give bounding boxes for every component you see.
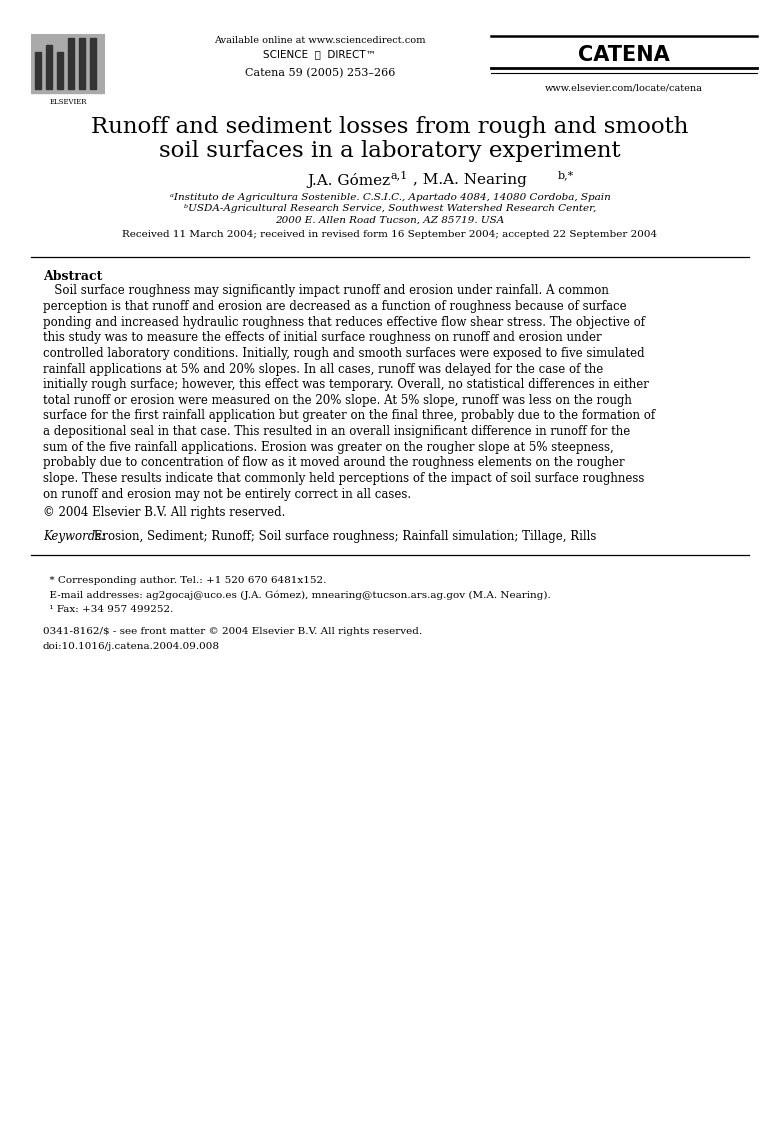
Text: initially rough surface; however, this effect was temporary. Overall, no statist: initially rough surface; however, this e… xyxy=(43,378,649,391)
Bar xyxy=(80,37,85,90)
Text: J.A. Gómez: J.A. Gómez xyxy=(307,173,390,188)
Text: ponding and increased hydraulic roughness that reduces effective flow shear stre: ponding and increased hydraulic roughnes… xyxy=(43,316,645,329)
Text: Catena 59 (2005) 253–266: Catena 59 (2005) 253–266 xyxy=(245,68,395,78)
Text: 2000 E. Allen Road Tucson, AZ 85719. USA: 2000 E. Allen Road Tucson, AZ 85719. USA xyxy=(275,215,505,224)
Text: SCIENCE  ⓓ  DIRECT™: SCIENCE ⓓ DIRECT™ xyxy=(264,49,376,59)
Text: Keywords:: Keywords: xyxy=(43,530,105,544)
Text: rainfall applications at 5% and 20% slopes. In all cases, runoff was delayed for: rainfall applications at 5% and 20% slop… xyxy=(43,363,603,375)
Text: this study was to measure the effects of initial surface roughness on runoff and: this study was to measure the effects of… xyxy=(43,331,601,344)
Bar xyxy=(90,37,97,90)
Text: slope. These results indicate that commonly held perceptions of the impact of so: slope. These results indicate that commo… xyxy=(43,472,644,485)
Text: * Corresponding author. Tel.: +1 520 670 6481x152.: * Corresponding author. Tel.: +1 520 670… xyxy=(43,576,326,585)
Text: a depositional seal in that case. This resulted in an overall insignificant diff: a depositional seal in that case. This r… xyxy=(43,425,630,438)
Text: © 2004 Elsevier B.V. All rights reserved.: © 2004 Elsevier B.V. All rights reserved… xyxy=(43,505,285,519)
Text: Available online at www.sciencedirect.com: Available online at www.sciencedirect.co… xyxy=(214,36,426,45)
Text: Soil surface roughness may significantly impact runoff and erosion under rainfal: Soil surface roughness may significantly… xyxy=(43,284,608,297)
Text: a,1: a,1 xyxy=(391,170,408,180)
Text: total runoff or erosion were measured on the 20% slope. At 5% slope, runoff was : total runoff or erosion were measured on… xyxy=(43,394,632,407)
Text: , M.A. Nearing: , M.A. Nearing xyxy=(413,173,527,187)
Text: on runoff and erosion may not be entirely correct in all cases.: on runoff and erosion may not be entirel… xyxy=(43,487,411,501)
Text: soil surfaces in a laboratory experiment: soil surfaces in a laboratory experiment xyxy=(159,140,621,162)
Text: perception is that runoff and erosion are decreased as a function of roughness b: perception is that runoff and erosion ar… xyxy=(43,300,626,313)
Text: sum of the five rainfall applications. Erosion was greater on the rougher slope : sum of the five rainfall applications. E… xyxy=(43,441,614,453)
Text: doi:10.1016/j.catena.2004.09.008: doi:10.1016/j.catena.2004.09.008 xyxy=(43,641,220,650)
Text: Abstract: Abstract xyxy=(43,270,102,282)
Text: Runoff and sediment losses from rough and smooth: Runoff and sediment losses from rough an… xyxy=(91,116,689,137)
Bar xyxy=(35,52,41,90)
Bar xyxy=(57,52,63,90)
Text: ᵃInstituto de Agricultura Sostenible. C.S.I.C., Apartado 4084, 14080 Cordoba, Sp: ᵃInstituto de Agricultura Sostenible. C.… xyxy=(169,193,611,202)
Text: b,*: b,* xyxy=(558,170,574,180)
Text: 0341-8162/$ - see front matter © 2004 Elsevier B.V. All rights reserved.: 0341-8162/$ - see front matter © 2004 El… xyxy=(43,627,422,636)
Bar xyxy=(46,45,52,90)
Text: Received 11 March 2004; received in revised form 16 September 2004; accepted 22 : Received 11 March 2004; received in revi… xyxy=(122,230,658,239)
Text: surface for the first rainfall application but greater on the final three, proba: surface for the first rainfall applicati… xyxy=(43,409,655,423)
Text: ELSEVIER: ELSEVIER xyxy=(49,97,87,105)
Text: Erosion, Sediment; Runoff; Soil surface roughness; Rainfall simulation; Tillage,: Erosion, Sediment; Runoff; Soil surface … xyxy=(90,530,596,544)
Text: CATENA: CATENA xyxy=(578,45,670,66)
Text: E-mail addresses: ag2gocaj@uco.es (J.A. Gómez), mnearing@tucson.ars.ag.gov (M.A.: E-mail addresses: ag2gocaj@uco.es (J.A. … xyxy=(43,590,551,600)
Text: ¹ Fax: +34 957 499252.: ¹ Fax: +34 957 499252. xyxy=(43,605,173,614)
Text: ᵇUSDA-Agricultural Research Service, Southwest Watershed Research Center,: ᵇUSDA-Agricultural Research Service, Sou… xyxy=(184,204,596,213)
Text: www.elsevier.com/locate/catena: www.elsevier.com/locate/catena xyxy=(545,84,703,93)
Text: controlled laboratory conditions. Initially, rough and smooth surfaces were expo: controlled laboratory conditions. Initia… xyxy=(43,347,644,360)
Text: probably due to concentration of flow as it moved around the roughness elements : probably due to concentration of flow as… xyxy=(43,457,625,469)
Bar xyxy=(69,37,74,90)
Bar xyxy=(31,34,105,93)
